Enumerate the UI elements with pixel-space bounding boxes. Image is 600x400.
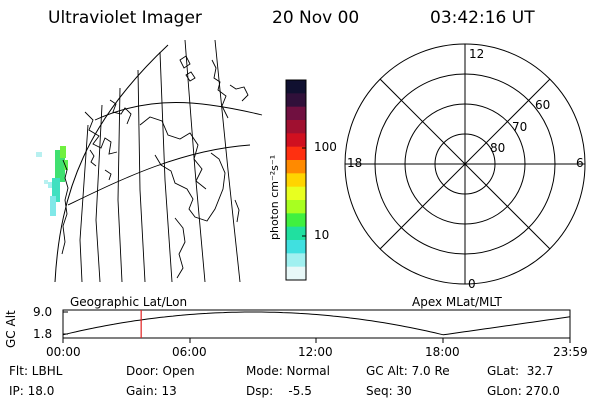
time-tick-2359: 23:59 (553, 345, 588, 359)
mlat-label-80: 80 (490, 141, 506, 155)
colorbar-segment (286, 186, 306, 201)
alt-tick-1.8: 1.8 (33, 327, 53, 341)
colorbar-segment (286, 120, 306, 134)
apex-mlat-mlt-label: Apex MLat/MLT (412, 295, 502, 309)
date-label: 20 Nov 00 (272, 8, 360, 28)
colorbar-segment (286, 266, 306, 281)
seq-status: Seq: 30 (366, 384, 412, 398)
longitude-grid (79, 39, 241, 283)
colorbar-segment (286, 200, 306, 214)
mlt-label-6: 6 (576, 156, 584, 170)
globe-limb (54, 44, 169, 283)
colorbar-segment (286, 106, 306, 121)
colorbar-frame (285, 79, 307, 281)
gain-status: Gain: 13 (126, 384, 177, 398)
aurora-emission (36, 146, 68, 216)
gc-alt-status: GC Alt: 7.0 Re (366, 364, 450, 378)
colorbar-segment (286, 240, 306, 254)
door-status: Door: Open (126, 364, 195, 378)
polar-mlt-plot (344, 43, 586, 285)
colorbar-segment (286, 133, 306, 148)
geographic-map (36, 39, 263, 283)
colorbar (285, 79, 307, 281)
colorbar-unit-label: photon cm⁻²s⁻¹ (268, 155, 281, 240)
mlt-label-0: 0 (468, 277, 476, 291)
alt-tick-9: 9.0 (33, 305, 53, 319)
mlt-label-18: 18 (347, 156, 363, 170)
instrument-title: Ultraviolet Imager (48, 8, 202, 28)
colorbar-segment (286, 160, 306, 174)
time-tick-0000: 00:00 (46, 345, 81, 359)
gc-alt-axis-label: GC Alt (4, 310, 18, 348)
colorbar-segment (286, 253, 306, 268)
colorbar-segment (286, 213, 306, 228)
filter-status: Flt: LBHL (9, 364, 63, 378)
colorbar-tick-100: 100 (314, 140, 337, 154)
colorbar-segment (286, 93, 306, 108)
latitude-grid (67, 102, 263, 206)
colorbar-segment (286, 173, 306, 188)
ip-status: IP: 18.0 (9, 384, 55, 398)
mlat-label-70: 70 (512, 120, 528, 134)
altitude-timeline (62, 309, 571, 343)
colorbar-segment (286, 146, 306, 161)
dsp-status: Dsp: -5.5 (246, 384, 312, 398)
mode-status: Mode: Normal (246, 364, 330, 378)
time-label: 03:42:16 UT (430, 8, 535, 28)
colorbar-tick-10: 10 (314, 228, 330, 242)
altitude-curve (62, 311, 571, 336)
glon-status: GLon: 270.0 (487, 384, 560, 398)
time-tick-0600: 06:00 (172, 345, 207, 359)
colorbar-segment (286, 80, 306, 94)
mlt-label-12: 12 (469, 47, 485, 61)
colorbar-segment (286, 226, 306, 241)
time-tick-1200: 12:00 (298, 345, 333, 359)
mlat-label-60: 60 (535, 98, 551, 112)
polar-diagonal-2 (379, 78, 551, 250)
coastlines (61, 55, 249, 279)
time-tick-1800: 18:00 (425, 345, 460, 359)
geographic-latlon-label: Geographic Lat/Lon (70, 295, 188, 309)
glat-status: GLat: 32.7 (487, 364, 554, 378)
